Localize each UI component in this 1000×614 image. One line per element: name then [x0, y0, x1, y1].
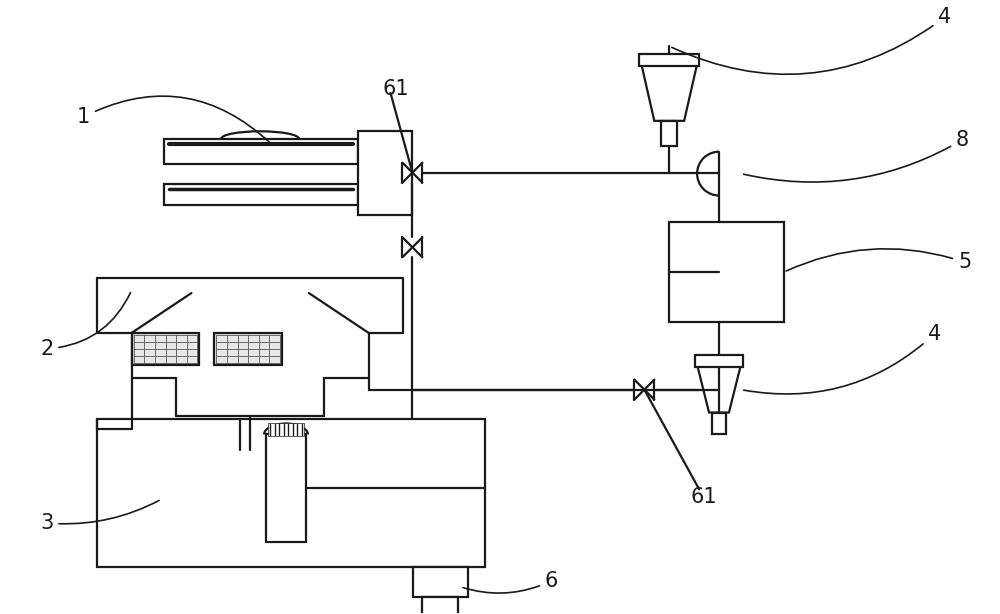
Text: 5: 5: [786, 249, 971, 272]
Polygon shape: [641, 64, 697, 121]
Text: 2: 2: [40, 293, 131, 359]
Text: 61: 61: [382, 79, 409, 99]
Bar: [268, 424, 304, 437]
Bar: [132, 333, 199, 365]
Bar: [266, 435, 306, 542]
Bar: [97, 419, 485, 567]
Text: 3: 3: [40, 500, 159, 533]
Text: 61: 61: [691, 487, 717, 507]
Text: 8: 8: [744, 130, 969, 182]
Bar: [712, 413, 726, 435]
Bar: [413, 567, 468, 597]
Bar: [358, 131, 412, 216]
Text: 4: 4: [672, 7, 951, 74]
Polygon shape: [697, 365, 741, 413]
Bar: [214, 333, 282, 365]
Text: 6: 6: [463, 571, 558, 593]
Text: 4: 4: [744, 324, 941, 394]
Bar: [422, 597, 458, 614]
Bar: [669, 222, 784, 322]
Bar: [661, 121, 677, 146]
Bar: [164, 139, 358, 164]
Bar: [639, 54, 699, 66]
Bar: [695, 355, 743, 367]
Bar: [164, 184, 358, 206]
Text: 1: 1: [77, 96, 269, 142]
